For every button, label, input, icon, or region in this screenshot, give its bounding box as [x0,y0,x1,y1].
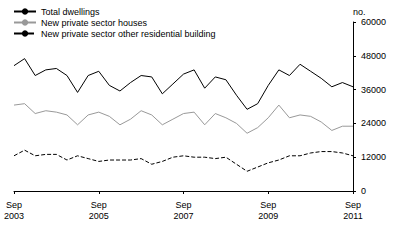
svg-text:no.: no. [353,7,366,17]
svg-text:60000: 60000 [361,17,386,27]
svg-text:0: 0 [361,186,366,196]
svg-text:24000: 24000 [361,118,386,128]
svg-text:2011: 2011 [343,211,362,221]
svg-text:Sep: Sep [345,200,361,210]
svg-text:2007: 2007 [173,211,193,221]
svg-text:New private sector other resid: New private sector other residential bui… [41,29,216,39]
svg-text:2009: 2009 [258,211,278,221]
svg-text:2003: 2003 [4,211,24,221]
svg-text:12000: 12000 [361,152,386,162]
svg-text:New private sector houses: New private sector houses [41,18,148,28]
svg-text:36000: 36000 [361,85,386,95]
svg-text:Sep: Sep [91,200,107,210]
svg-text:48000: 48000 [361,51,386,61]
svg-text:Sep: Sep [6,200,22,210]
svg-text:Sep: Sep [175,200,191,210]
svg-text:Sep: Sep [260,200,276,210]
svg-text:2005: 2005 [89,211,109,221]
svg-text:Total dwellings: Total dwellings [41,7,100,17]
